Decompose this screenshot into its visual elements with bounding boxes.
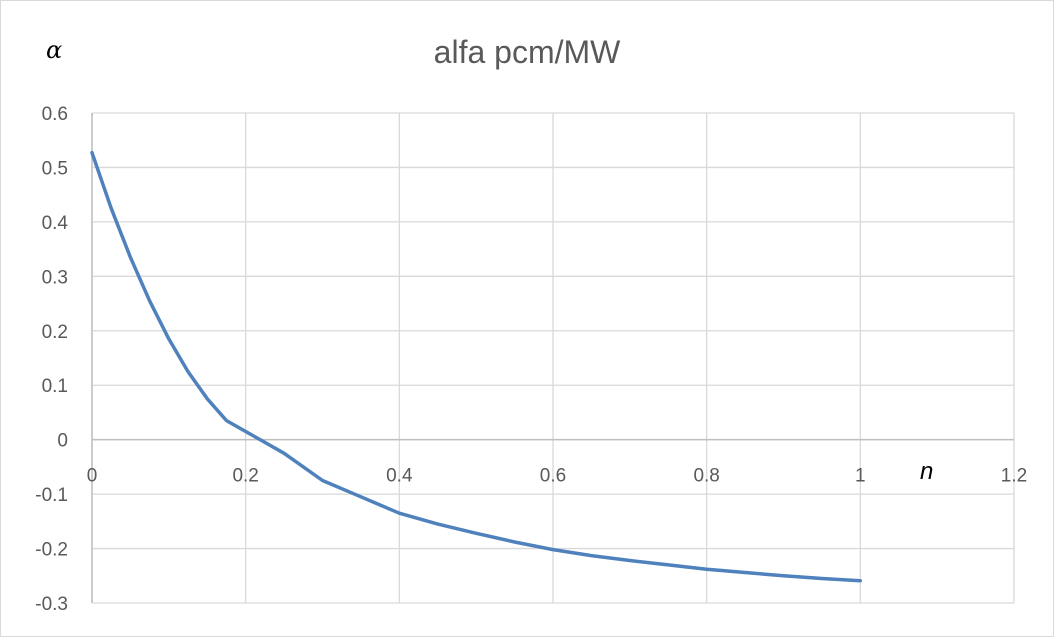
x-tick-label: 0 (87, 466, 98, 487)
y-tick-label: 0.1 (42, 376, 68, 397)
y-tick-label: 0.6 (42, 104, 68, 125)
x-tick-label: 0.6 (540, 466, 566, 487)
y-tick-label: -0.1 (35, 485, 68, 506)
axes (91, 113, 1014, 603)
series-line (90, 150, 863, 583)
x-tick-label: 0.8 (693, 466, 719, 487)
gridlines (91, 112, 1015, 604)
x-tick-label: 0.4 (386, 466, 413, 487)
y-tick-label: 0.4 (42, 213, 69, 234)
x-tick-label: 1 (855, 466, 866, 487)
y-axis-label: α (46, 36, 63, 64)
y-tick-label: 0.3 (42, 267, 68, 288)
x-tick-label: 0.2 (232, 466, 258, 487)
x-axis-label: n (920, 458, 934, 485)
series-group (90, 150, 863, 583)
y-tick-label: -0.3 (35, 594, 68, 615)
chart-title: alfa pcm/MW (433, 34, 621, 70)
y-tick-label: 0 (57, 431, 68, 452)
y-tick-label: 0.5 (42, 158, 68, 179)
tick-labels: 0 0.2 0.4 0.6 0.8 1 1.2 0.6 0.5 0.4 0.3 0.2 0.1 0 -0.1… (35, 104, 1027, 615)
x-tick-label: 1.2 (1001, 466, 1027, 487)
y-tick-label: -0.2 (35, 540, 68, 561)
y-tick-label: 0.2 (42, 322, 68, 343)
